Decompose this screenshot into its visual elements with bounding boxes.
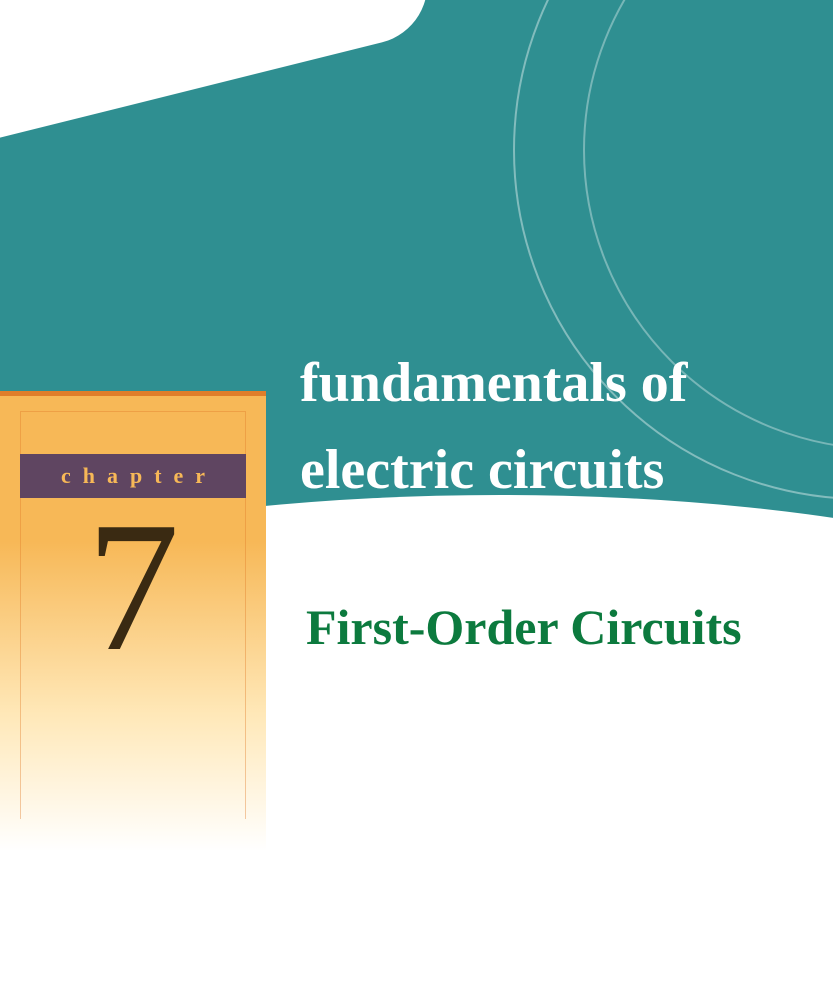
book-title-line2: electric circuits [300,427,687,514]
book-title-line1: fundamentals of [300,340,687,427]
book-title: fundamentals of electric circuits [300,340,687,514]
chapter-number: 7 [0,494,266,680]
page: fundamentals of electric circuits First-… [0,0,833,1000]
chapter-title: First-Order Circuits [306,598,742,656]
